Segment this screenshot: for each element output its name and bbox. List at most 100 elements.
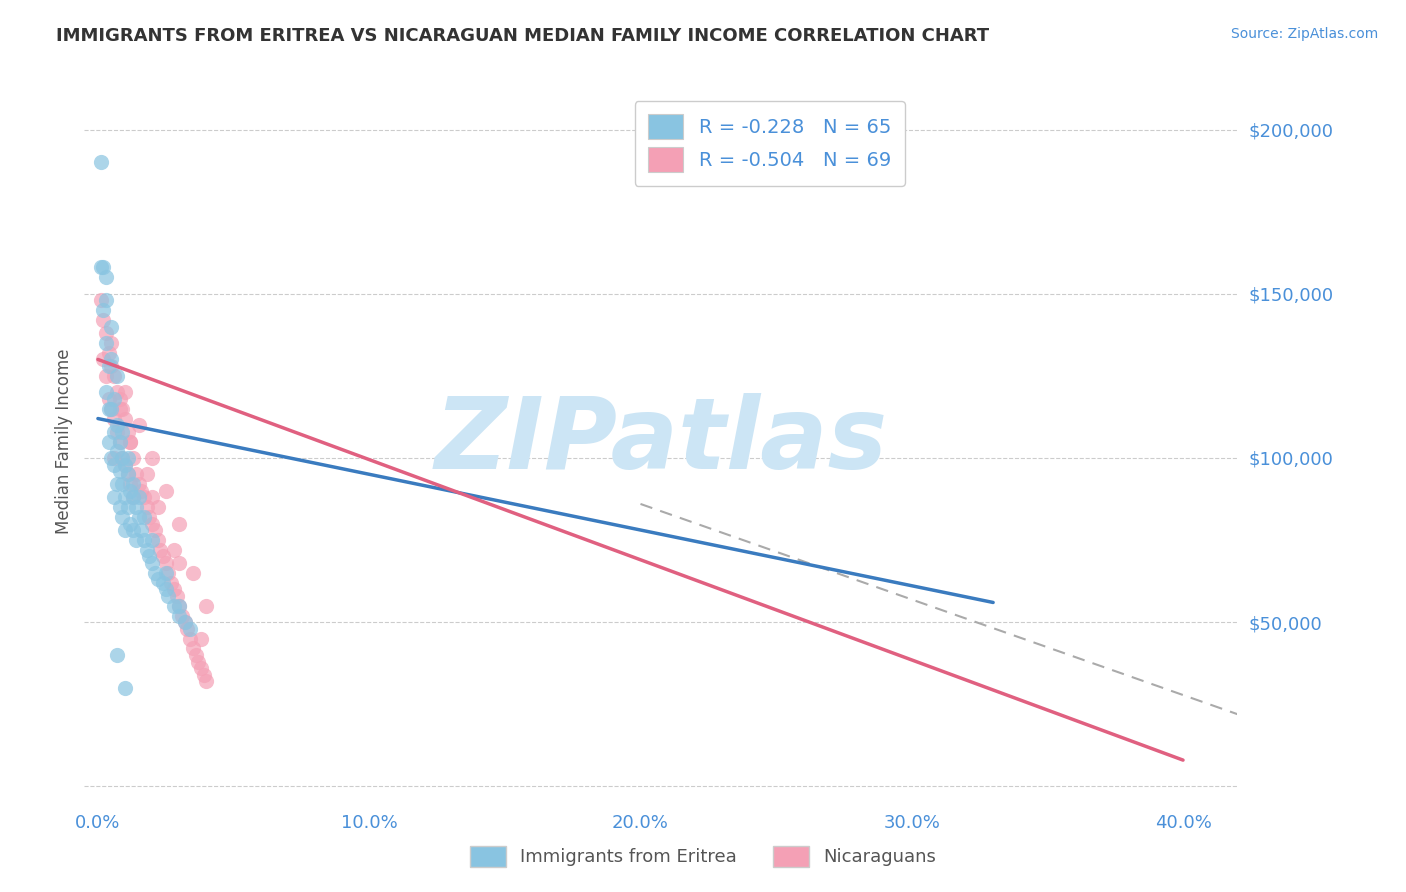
Point (155, 566, 177, 580)
Point (143, 523, 166, 537)
Point (138, 510, 160, 524)
Point (125, 467, 148, 482)
Point (103, 392, 125, 406)
Point (155, 483, 177, 498)
Point (105, 418, 128, 433)
Point (163, 542, 186, 557)
Point (173, 615, 195, 630)
Point (111, 450, 134, 465)
Point (103, 458, 125, 472)
Point (97, 392, 120, 406)
Point (108, 392, 131, 406)
Point (97, 401, 120, 416)
Point (181, 641, 204, 656)
Point (169, 599, 191, 613)
Point (103, 450, 125, 465)
Point (114, 523, 136, 537)
Point (166, 589, 188, 603)
Point (117, 425, 139, 439)
Point (122, 450, 145, 465)
Point (131, 523, 153, 537)
Point (131, 483, 153, 498)
Y-axis label: Median Family Income: Median Family Income (55, 349, 73, 534)
Point (176, 622, 198, 636)
Point (103, 368, 125, 383)
Point (120, 477, 142, 491)
Point (128, 418, 150, 433)
Point (122, 491, 145, 505)
Point (90, 155, 112, 169)
Point (141, 450, 163, 465)
Point (132, 491, 155, 505)
Point (111, 401, 134, 416)
Point (90, 260, 112, 275)
Point (146, 573, 169, 587)
Point (135, 542, 157, 557)
Point (103, 411, 125, 425)
Point (111, 450, 134, 465)
Point (160, 575, 183, 590)
Point (187, 655, 209, 669)
Point (128, 477, 150, 491)
Point (169, 608, 191, 623)
Point (163, 582, 186, 597)
Point (117, 450, 139, 465)
Point (108, 464, 131, 478)
Point (120, 434, 142, 449)
Point (93, 260, 115, 275)
Point (143, 566, 166, 580)
Point (111, 510, 134, 524)
Point (163, 599, 186, 613)
Point (141, 533, 163, 547)
Point (105, 425, 128, 439)
Point (181, 566, 204, 580)
Point (97, 359, 120, 373)
Point (135, 500, 157, 515)
Point (100, 336, 122, 351)
Point (94, 368, 117, 383)
Point (170, 608, 193, 623)
Point (100, 319, 122, 334)
Point (157, 589, 180, 603)
Point (125, 500, 148, 515)
Point (105, 648, 128, 662)
Point (94, 326, 117, 341)
Point (132, 533, 155, 547)
Point (169, 516, 191, 531)
Point (108, 500, 131, 515)
Point (93, 303, 115, 318)
Point (94, 385, 117, 400)
Point (141, 516, 163, 531)
Point (94, 270, 117, 285)
Point (103, 425, 125, 439)
Point (114, 491, 136, 505)
Point (105, 444, 128, 458)
Point (125, 533, 148, 547)
Point (117, 467, 139, 482)
Point (132, 510, 155, 524)
Point (100, 359, 122, 373)
Point (105, 368, 128, 383)
Point (179, 622, 201, 636)
Point (141, 491, 163, 505)
Point (117, 467, 139, 482)
Point (97, 434, 120, 449)
Point (93, 313, 115, 327)
Point (146, 500, 169, 515)
Point (94, 336, 117, 351)
Text: ZIPatlas: ZIPatlas (434, 393, 887, 490)
Point (141, 556, 163, 570)
Point (103, 491, 125, 505)
Point (114, 458, 136, 472)
Point (195, 599, 218, 613)
Point (100, 401, 122, 416)
Point (146, 533, 169, 547)
Text: Source: ZipAtlas.com: Source: ZipAtlas.com (1230, 27, 1378, 41)
Point (108, 434, 131, 449)
Point (114, 681, 136, 695)
Point (97, 346, 120, 360)
Point (190, 632, 212, 646)
Point (114, 411, 136, 425)
Point (193, 667, 215, 681)
Point (100, 401, 122, 416)
